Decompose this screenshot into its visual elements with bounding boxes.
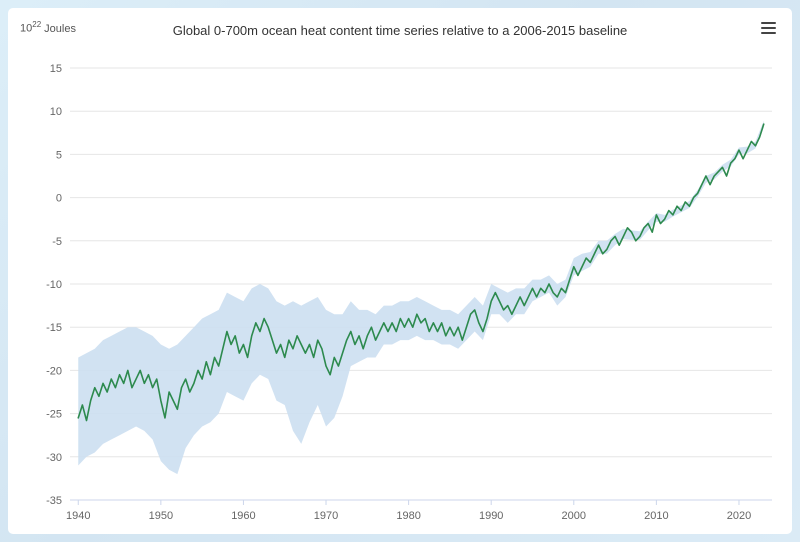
uncertainty-band bbox=[78, 120, 764, 475]
x-tick-label: 1970 bbox=[314, 510, 338, 522]
chart-context-menu-button[interactable] bbox=[756, 18, 780, 38]
y-tick-label: -15 bbox=[46, 322, 62, 334]
y-tick-label: -30 bbox=[46, 452, 62, 464]
y-tick-label: 0 bbox=[56, 193, 62, 205]
x-tick-label: 1990 bbox=[479, 510, 503, 522]
chart-header: 1022 Joules Global 0-700m ocean heat cont… bbox=[8, 8, 792, 48]
x-tick-label: 2020 bbox=[727, 510, 751, 522]
plot-area[interactable]: 15 10 5 0 -5 -10 -15 -20 -25 -30 -35 1940 1950 1960 19… bbox=[8, 48, 792, 539]
hamburger-icon bbox=[760, 22, 776, 24]
x-tick-label: 1960 bbox=[231, 510, 255, 522]
chart-title: Global 0-700m ocean heat content time se… bbox=[172, 23, 628, 38]
x-tick-label: 2000 bbox=[562, 510, 586, 522]
x-tick-label: 1950 bbox=[149, 510, 173, 522]
ocean-heat-chart-svg[interactable]: 15 10 5 0 -5 -10 -15 -20 -25 -30 -35 1940 1950 1960 19… bbox=[8, 48, 792, 534]
y-axis-unit-label: 1022 Joules bbox=[20, 20, 76, 35]
y-tick-label: -35 bbox=[46, 495, 62, 507]
y-tick-label: -20 bbox=[46, 365, 62, 377]
x-tick-label: 2010 bbox=[644, 510, 668, 522]
y-tick-label: 15 bbox=[50, 63, 62, 75]
y-tick-label: 5 bbox=[56, 149, 62, 161]
chart-card: 1022 Joules Global 0-700m ocean heat cont… bbox=[8, 8, 792, 534]
y-tick-label: -10 bbox=[46, 279, 62, 291]
unit-exponent: 22 bbox=[32, 20, 42, 29]
y-tick-label: -5 bbox=[52, 236, 62, 248]
x-tick-label: 1940 bbox=[66, 510, 90, 522]
y-tick-label: 10 bbox=[50, 106, 62, 118]
unit-base: 10 bbox=[20, 22, 33, 35]
x-tick-label: 1980 bbox=[396, 510, 420, 522]
y-tick-label: -25 bbox=[46, 409, 62, 421]
unit-suffix: Joules bbox=[44, 22, 76, 35]
ocean-heat-series-line bbox=[77, 123, 765, 422]
